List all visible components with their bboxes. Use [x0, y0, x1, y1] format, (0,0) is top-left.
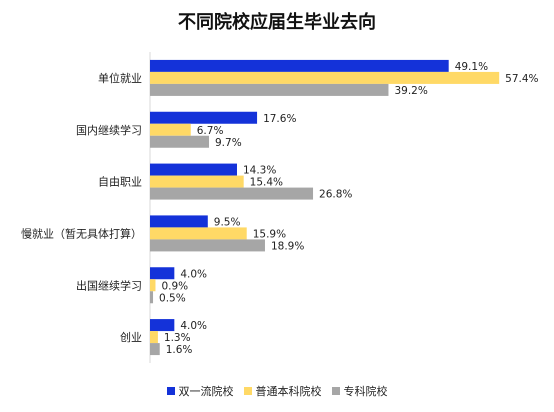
data-label-series-2-cat-4: 0.5% [159, 292, 186, 304]
bar-series-0-cat-2 [150, 163, 237, 176]
legend: 双一流院校 普通本科院校 专科院校 [0, 383, 554, 399]
bar-series-1-cat-0 [150, 71, 500, 84]
legend-swatch-series-2 [331, 387, 340, 395]
category-label-4: 出国继续学习 [76, 278, 142, 292]
bar-series-0-cat-1 [150, 111, 258, 124]
data-label-series-1-cat-5: 1.3% [164, 332, 191, 344]
bar-series-1-cat-1 [150, 123, 191, 136]
data-label-series-2-cat-2: 26.8% [319, 189, 352, 201]
data-label-series-0-cat-2: 14.3% [243, 165, 276, 177]
data-label-series-1-cat-4: 0.9% [161, 280, 188, 292]
legend-swatch-series-0 [166, 387, 175, 395]
bar-series-0-cat-4 [150, 267, 175, 280]
bar-series-1-cat-5 [150, 331, 158, 344]
data-label-series-2-cat-3: 18.9% [271, 240, 304, 252]
data-label-series-1-cat-3: 15.9% [253, 228, 286, 240]
bar-series-2-cat-2 [150, 187, 314, 200]
bar-series-1-cat-2 [150, 175, 244, 188]
bar-series-2-cat-4 [150, 291, 154, 304]
category-label-2: 自由职业 [98, 175, 142, 189]
data-label-series-0-cat-0: 49.1% [455, 61, 488, 73]
data-label-series-1-cat-1: 6.7% [197, 125, 224, 137]
legend-item-series-1: 普通本科院校 [243, 383, 322, 399]
category-label-3: 慢就业（暂无具体打算） [21, 226, 142, 240]
legend-item-series-0: 双一流院校 [166, 383, 234, 399]
bars-layer [150, 59, 500, 356]
legend-item-series-2: 专科院校 [331, 383, 388, 399]
data-label-series-2-cat-5: 1.6% [166, 344, 193, 356]
category-label-0: 单位就业 [98, 71, 142, 85]
legend-label-series-0: 双一流院校 [178, 385, 234, 398]
category-label-1: 国内继续学习 [76, 123, 142, 137]
bar-series-2-cat-1 [150, 135, 210, 148]
data-label-series-0-cat-5: 4.0% [180, 320, 207, 332]
bar-series-2-cat-3 [150, 239, 265, 252]
bar-series-1-cat-4 [150, 279, 156, 292]
legend-swatch-series-1 [243, 387, 252, 395]
bar-series-0-cat-3 [150, 215, 208, 228]
bar-series-0-cat-0 [150, 59, 449, 72]
legend-label-series-2: 专科院校 [343, 385, 388, 398]
data-label-series-2-cat-1: 9.7% [215, 137, 242, 149]
data-label-series-0-cat-1: 17.6% [263, 113, 296, 125]
bar-series-2-cat-5 [150, 343, 160, 356]
data-label-series-1-cat-0: 57.4% [505, 73, 538, 85]
category-label-5: 创业 [120, 331, 142, 344]
bar-series-0-cat-5 [150, 319, 175, 332]
bar-series-2-cat-0 [150, 83, 389, 96]
bar-series-1-cat-3 [150, 227, 247, 240]
legend-label-series-1: 普通本科院校 [255, 385, 322, 398]
labels-layer: 单位就业 49.1% 57.4% 39.2% 国内继续学习 17.6% 6.7%9.7% 自由… [21, 61, 539, 356]
data-label-series-1-cat-2: 15.4% [250, 177, 283, 189]
data-label-series-0-cat-4: 4.0% [180, 268, 207, 280]
chart-title: 不同院校应届生毕业去向 [178, 12, 376, 33]
data-label-series-2-cat-0: 39.2% [394, 85, 427, 97]
data-label-series-0-cat-3: 9.5% [214, 216, 241, 228]
